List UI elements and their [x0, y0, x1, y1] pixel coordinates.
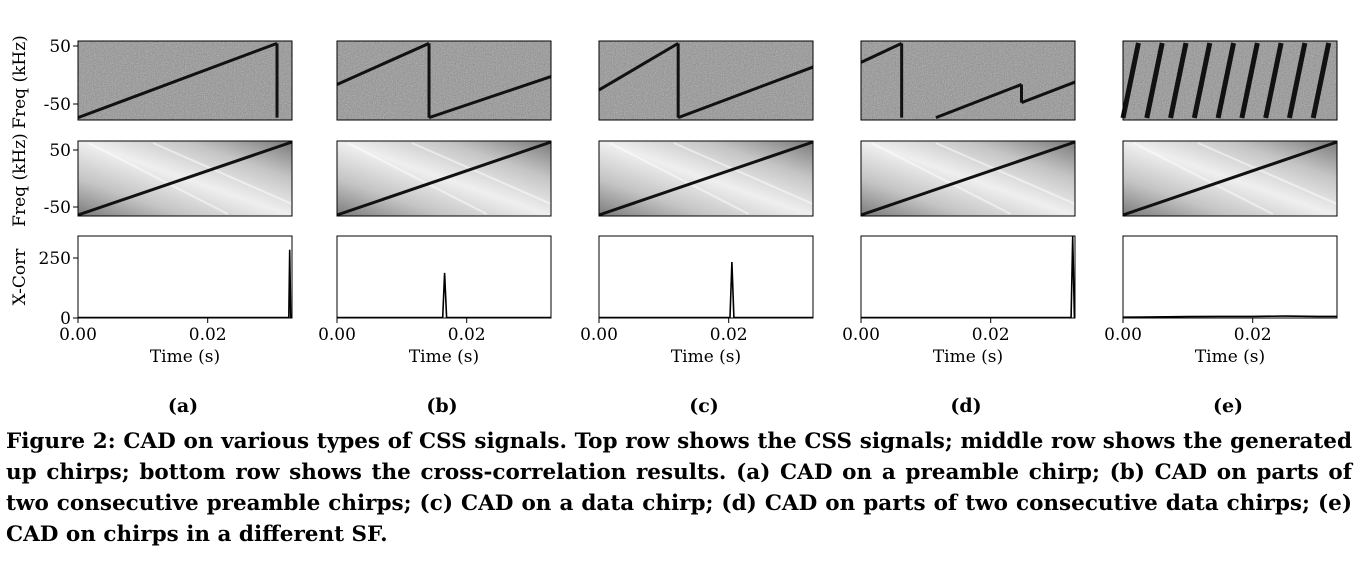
upchirp-frame: [336, 140, 552, 217]
alias-line: [347, 142, 488, 215]
alias-line: [935, 142, 1076, 205]
xaxis-label: Time (s): [671, 347, 741, 367]
xcorr-frame: [598, 235, 814, 319]
chirp-line: [677, 65, 814, 120]
alias-line: [152, 142, 293, 205]
upchirp-line: [336, 140, 552, 217]
chirp-line: [1215, 42, 1237, 119]
time-tick-label: 0.00: [580, 325, 618, 345]
xcorr-bg: [78, 236, 292, 318]
freq-tick-top-row2: 50: [49, 141, 71, 161]
time-tick-label: 0.02: [448, 325, 486, 345]
chirp-line: [935, 83, 1023, 120]
upchirp-line: [1122, 140, 1338, 217]
xcorr-frame: [1122, 235, 1338, 319]
upchirp-line: [860, 140, 1076, 217]
subfigure-label: (e): [1213, 395, 1243, 417]
chirp-line: [598, 42, 679, 92]
chirp-line: [1239, 42, 1260, 119]
spectrogram-frame: [336, 40, 552, 121]
chirp-line: [860, 42, 903, 64]
chirp-line: [1120, 42, 1141, 119]
xaxis-label: Time (s): [933, 347, 1003, 367]
xcorr-tick-0: 0: [60, 309, 71, 329]
spectrogram-noise: [861, 41, 1075, 120]
chirp-line: [1263, 42, 1284, 119]
xcorr-frame: [77, 235, 293, 319]
freq-tick-top-row1: 50: [49, 37, 71, 57]
time-tick-label: 0.00: [59, 325, 97, 345]
row-label-xcorr: X-Corr: [10, 248, 30, 306]
time-tick-label: 0.00: [1104, 325, 1142, 345]
xcorr-tick-250: 250: [39, 249, 71, 269]
chirp-line: [1286, 42, 1308, 119]
alias-line: [871, 142, 1012, 215]
spectrogram-frame: [1122, 40, 1338, 121]
time-tick-label: 0.02: [1234, 325, 1272, 345]
time-tick-label: 0.02: [710, 325, 748, 345]
spectrogram-frame: [77, 40, 293, 121]
time-tick-label: 0.02: [972, 325, 1010, 345]
alias-line: [609, 142, 750, 215]
upchirp-frame: [77, 140, 293, 217]
chirp-line: [1310, 42, 1332, 119]
xcorr-bg: [861, 236, 1075, 318]
time-tick-label: 0.00: [318, 325, 356, 345]
xcorr-bg: [1123, 236, 1337, 318]
subfigure-label: (a): [168, 395, 198, 417]
chirp-line: [336, 42, 430, 86]
time-tick-label: 0.00: [842, 325, 880, 345]
subfigure-label: (d): [950, 395, 981, 417]
upchirp-line: [598, 140, 814, 217]
row-label-upchirp: Freq (kHz): [10, 133, 30, 227]
caption-label: Figure 2:: [6, 429, 116, 454]
spectrogram-frame: [860, 40, 1076, 121]
subfigure-label: (c): [689, 395, 719, 417]
subfigure-label: (b): [426, 395, 457, 417]
freq-tick-bottom-row1: -50: [44, 95, 71, 115]
spectrogram-noise: [337, 41, 551, 120]
xaxis-label: Time (s): [409, 347, 479, 367]
figure: Freq (kHz) Freq (kHz) X-Corr 50 -50 50 -…: [10, 35, 1338, 417]
xaxis-label: Time (s): [150, 347, 220, 367]
chirp-line: [1191, 42, 1213, 119]
xcorr-series-line: [1122, 315, 1337, 318]
upchirp-frame: [1122, 140, 1338, 217]
chirp-line: [77, 41, 278, 120]
upchirp-frame: [598, 140, 814, 217]
chirp-line: [1144, 42, 1165, 119]
time-tick-label: 0.02: [189, 325, 227, 345]
alias-line: [1133, 142, 1274, 215]
caption-text: CAD on various types of CSS signals. Top…: [6, 429, 1353, 547]
xcorr-frame: [860, 235, 1076, 319]
spectrogram-frame: [598, 40, 814, 121]
xaxis-label: Time (s): [1195, 347, 1265, 367]
figure-caption: Figure 2: CAD on various types of CSS si…: [6, 426, 1352, 550]
upchirp-line: [77, 140, 293, 217]
xcorr-frame: [336, 235, 552, 319]
alias-line: [1197, 142, 1338, 205]
alias-line: [88, 142, 229, 215]
xcorr-bg: [599, 236, 813, 318]
chirp-line: [428, 75, 552, 120]
chirp-line: [1168, 42, 1189, 119]
spectrogram-noise: [78, 41, 292, 120]
freq-tick-bottom-row2: -50: [44, 198, 71, 218]
alias-line: [673, 142, 814, 205]
row-label-spectrogram: Freq (kHz): [10, 35, 30, 129]
upchirp-frame: [860, 140, 1076, 217]
chirp-line: [1020, 80, 1076, 105]
alias-line: [411, 142, 552, 205]
